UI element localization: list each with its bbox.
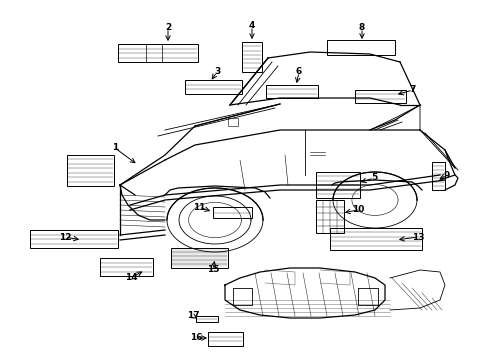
Text: 17: 17 — [187, 311, 199, 320]
Text: 16: 16 — [190, 333, 202, 342]
Bar — [213, 207, 252, 218]
Bar — [242, 42, 262, 72]
Text: 13: 13 — [412, 233, 424, 242]
Text: 7: 7 — [410, 85, 416, 94]
Text: 4: 4 — [249, 22, 255, 31]
Bar — [30, 230, 118, 248]
Text: 1: 1 — [112, 144, 118, 153]
Text: 12: 12 — [59, 233, 71, 242]
Bar — [432, 162, 445, 190]
Bar — [118, 44, 198, 62]
Text: 9: 9 — [444, 171, 450, 180]
Bar — [196, 316, 218, 322]
Text: 10: 10 — [352, 206, 364, 215]
Text: 6: 6 — [296, 68, 302, 77]
Text: 2: 2 — [165, 23, 171, 32]
Bar — [171, 248, 228, 268]
Bar — [330, 228, 422, 250]
Text: 14: 14 — [124, 274, 137, 283]
Text: 3: 3 — [214, 68, 220, 77]
Bar — [100, 258, 153, 276]
Bar — [185, 80, 242, 94]
Text: 11: 11 — [193, 202, 205, 211]
Bar — [355, 90, 406, 103]
Text: 8: 8 — [359, 23, 365, 32]
Text: 5: 5 — [371, 174, 377, 183]
Bar — [67, 155, 114, 186]
Bar — [266, 85, 318, 98]
Bar — [208, 332, 243, 346]
Bar — [316, 172, 360, 198]
Text: 15: 15 — [207, 266, 219, 274]
Bar — [327, 40, 395, 55]
Bar — [316, 200, 344, 233]
